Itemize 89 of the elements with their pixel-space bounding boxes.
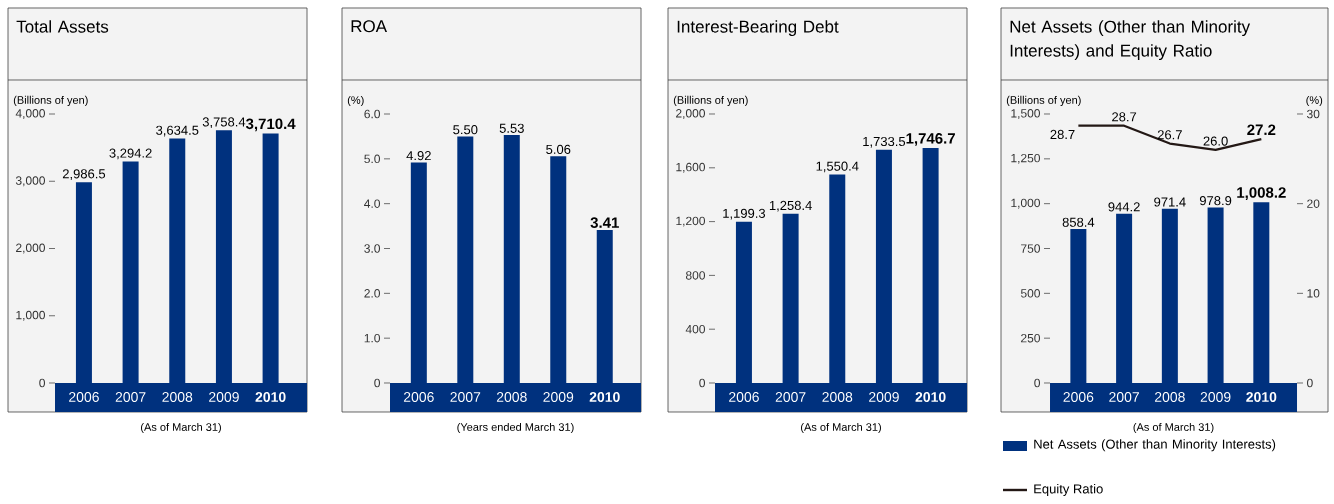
x-axis-title: (As of March 31): [1133, 422, 1214, 434]
x-axis-title: (As of March 31): [141, 422, 221, 434]
x-tick-label: 2008: [162, 392, 193, 402]
y-tick-label: 400: [685, 324, 706, 334]
y-tick-label: 6.0: [364, 109, 381, 119]
x-axis-title: (As of March 31): [801, 422, 881, 434]
y-tick-label: 2.0: [364, 289, 381, 298]
y-tick-label: 0: [39, 378, 46, 388]
data-label: 1,746.7: [906, 133, 955, 146]
y-tick-label: 2,000: [16, 243, 45, 254]
y2-tick-label: 30: [1306, 109, 1320, 119]
y-tick-label: 800: [685, 271, 706, 280]
legend-label: Net Assets (Other than Minority Interests): [1034, 439, 1276, 452]
data-label: 978.9: [1199, 196, 1232, 206]
y2-axis-title: (%): [1306, 95, 1323, 107]
x-tick-label: 2010: [589, 392, 620, 402]
legend-label: Equity Ratio: [1034, 483, 1103, 497]
y-tick-label: 4.0: [364, 199, 381, 208]
x-axis-title: (Years ended March 31): [457, 422, 574, 434]
x-tick-label: 2007: [775, 392, 806, 402]
y2-tick-label: 10: [1307, 289, 1320, 298]
y-tick-label: 1,600: [676, 162, 706, 173]
y2-tick-label: 0: [1307, 378, 1313, 388]
data-label: 2,986.5: [62, 169, 106, 180]
x-tick-label: 2009: [543, 392, 574, 402]
x-tick-label: 2007: [450, 392, 481, 402]
chart-title: Total Assets: [16, 20, 109, 33]
data-label: 27.2: [1247, 124, 1276, 135]
data-label: 28.7: [1050, 129, 1075, 140]
x-tick-label: 2006: [403, 392, 434, 402]
y-tick-label: 4,000: [15, 109, 45, 119]
data-label: 1,199.3: [723, 208, 766, 220]
y-tick-label: 1.0: [364, 333, 381, 343]
data-label: 1,550.4: [816, 161, 859, 173]
data-label: 5.06: [546, 144, 571, 154]
y-tick-label: 1,000: [1011, 198, 1041, 209]
data-label: 4.92: [406, 151, 431, 161]
y-tick-label: 0: [1034, 378, 1041, 388]
data-label: 5.50: [453, 125, 478, 135]
data-label: 858.4: [1062, 217, 1095, 227]
x-tick-label: 2007: [1109, 392, 1139, 402]
y-tick-label: 1,250: [1011, 153, 1041, 164]
x-tick-label: 2006: [69, 392, 99, 402]
chart-title: Interest-Bearing Debt: [677, 20, 839, 37]
chart-title: ROA: [351, 20, 388, 33]
y-tick-label: 0: [374, 378, 381, 388]
y-tick-label: 5.0: [364, 154, 381, 164]
x-tick-label: 2010: [915, 392, 946, 402]
data-label: 3,710.4: [245, 118, 296, 132]
x-tick-label: 2006: [729, 392, 759, 402]
y-tick-label: 1,200: [676, 216, 706, 227]
y-tick-label: 1,000: [16, 310, 45, 321]
data-label: 1,733.5: [863, 136, 906, 148]
x-tick-label: 2008: [822, 392, 853, 402]
y-axis-title: (Billions of yen): [673, 95, 748, 107]
y-tick-label: 250: [1021, 333, 1041, 343]
data-label: 26.7: [1157, 130, 1182, 140]
y-tick-label: 1,500: [1011, 109, 1041, 119]
y-tick-label: 3,000: [15, 176, 45, 187]
data-label: 3,758.4: [202, 117, 246, 129]
x-tick-label: 2006: [1063, 392, 1094, 402]
data-label: 5.53: [499, 123, 524, 133]
x-tick-label: 2009: [209, 392, 239, 402]
x-tick-label: 2008: [496, 392, 527, 402]
y-tick-label: 2,000: [676, 109, 706, 119]
x-tick-label: 2010: [255, 392, 286, 402]
data-label: 1,258.4: [769, 200, 812, 212]
x-tick-label: 2008: [1154, 392, 1185, 402]
data-label: 971.4: [1154, 197, 1186, 207]
data-label: 3,634.5: [156, 125, 199, 137]
x-tick-label: 2010: [1246, 392, 1277, 402]
y-tick-label: 3.0: [364, 244, 381, 253]
data-label: 1,008.2: [1237, 187, 1286, 200]
data-label: 26.0: [1203, 136, 1228, 146]
data-label: 3.41: [590, 217, 619, 228]
y-tick-label: 500: [1020, 289, 1041, 298]
x-tick-label: 2009: [869, 392, 899, 402]
y-axis-title: (%): [347, 95, 364, 107]
chart-title: Net Assets (Other than Minority Interests) and Equity Ratio: [1010, 20, 1251, 61]
data-label: 944.2: [1108, 202, 1140, 212]
x-tick-label: 2007: [115, 392, 146, 402]
x-tick-label: 2009: [1200, 392, 1231, 402]
y2-tick-label: 20: [1307, 199, 1320, 208]
y-axis-title: (Billions of yen): [1006, 95, 1081, 107]
data-label: 28.7: [1112, 112, 1137, 122]
y-axis-title: (Billions of yen): [13, 95, 88, 107]
data-label: 3,294.2: [109, 148, 152, 160]
y-tick-label: 0: [699, 378, 706, 388]
y-tick-label: 750: [1021, 244, 1041, 253]
